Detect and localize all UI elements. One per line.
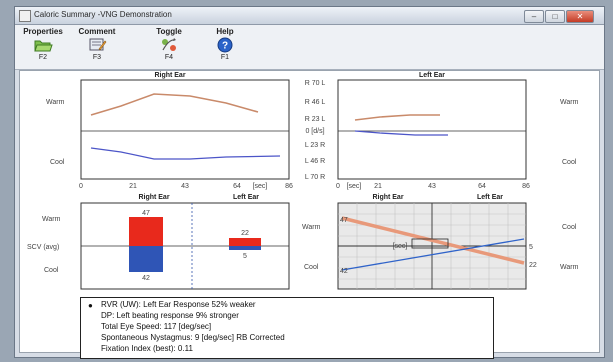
bar-right-warm — [129, 217, 163, 246]
summary-line-rvr: RVR (UW): Left Ear Response 52% weaker — [101, 300, 256, 309]
bar-left-title: Left Ear — [233, 194, 259, 201]
slope-right-tick-43: 43 — [181, 183, 189, 190]
center-label-zero: 0 [d/s] — [305, 128, 324, 135]
close-button[interactable]: ✕ — [566, 10, 594, 23]
butterfly-right-value-bottom: 22 — [529, 262, 537, 269]
slope-left-tick-64: 64 — [478, 183, 486, 190]
butterfly-left-value-bottom: 42 — [340, 268, 348, 275]
center-label-l23: L 23 R — [305, 142, 325, 149]
slope-left-tick-43: 43 — [428, 183, 436, 190]
help-icon: ? — [217, 37, 233, 53]
comment-key: F3 — [92, 54, 102, 61]
bar-cool-label: Cool — [44, 267, 59, 274]
bar-left-warm — [229, 238, 261, 246]
help-button[interactable]: Help ? F1 — [199, 27, 251, 61]
butterfly-right-value-top: 5 — [529, 244, 533, 251]
center-label-r70: R 70 L — [305, 80, 326, 87]
butterfly-left-warm-label: Warm — [302, 224, 321, 231]
butterfly-right-cool-label: Cool — [562, 224, 577, 231]
butterfly-left-value-top: 47 — [340, 217, 348, 224]
slope-right-warm-label: Warm — [46, 99, 65, 106]
help-label: Help — [216, 27, 234, 36]
properties-button[interactable]: Properties F2 — [17, 27, 69, 61]
bar-right-cool — [129, 246, 163, 272]
minimize-button[interactable]: – — [524, 10, 544, 23]
center-label-l46: L 46 R — [305, 158, 325, 165]
bar-warm-label: Warm — [42, 216, 61, 223]
slope-right-tick-sec: [sec] — [253, 183, 268, 190]
slope-right-tick-64: 64 — [233, 183, 241, 190]
bar-right-cool-value: 42 — [142, 275, 150, 282]
caloric-content-area: Right Ear Warm Cool 0 21 43 64 [sec] 86 … — [19, 70, 600, 359]
toggle-label: Toggle — [156, 27, 182, 36]
toolbar: Properties F2 Comment F3 Toggle — [15, 25, 604, 70]
butterfly-right-title: Right Ear — [372, 194, 403, 201]
slope-right-cool-label: Cool — [50, 159, 65, 166]
butterfly-left-cool-label: Cool — [304, 264, 319, 271]
svg-text:?: ? — [222, 41, 228, 52]
summary-line-dp: DP: Left beating response 9% stronger — [101, 311, 239, 320]
butterfly-left-title: Left Ear — [477, 194, 503, 201]
slope-left-tick-86: 86 — [522, 183, 530, 190]
slope-right-tick-0: 0 — [79, 183, 83, 190]
center-label-r23: R 23 L — [305, 116, 326, 123]
comment-label: Comment — [78, 27, 116, 36]
butterfly-center-box — [411, 238, 449, 249]
title-bar[interactable]: Caloric Summary -VNG Demonstration – □ ✕ — [15, 7, 604, 25]
summary-line-spontaneous: Spontaneous Nystagmus: 9 [deg/sec] RB Co… — [101, 333, 285, 342]
bar-left-cool-value: 5 — [243, 253, 247, 260]
slope-right-cool-curve — [90, 147, 281, 160]
comment-icon — [89, 38, 107, 51]
slope-left-title: Left Ear — [419, 72, 445, 79]
folder-icon — [34, 40, 53, 52]
slope-left-chart — [337, 79, 527, 180]
toggle-button[interactable]: Toggle F4 — [143, 27, 195, 61]
bar-right-title: Right Ear — [138, 194, 169, 201]
slope-left-tick-0: 0 — [336, 183, 340, 190]
bar-right-warm-value: 47 — [142, 210, 150, 217]
slope-left-tick-sec: [sec] — [347, 183, 362, 190]
butterfly-right-warm-label: Warm — [560, 264, 579, 271]
butterfly-warm-line — [341, 216, 525, 265]
toggle-icon — [162, 38, 176, 51]
bar-left-cool — [229, 246, 261, 250]
slope-right-tick-21: 21 — [129, 183, 137, 190]
summary-bullet-icon: ● — [88, 301, 93, 310]
window-title: Caloric Summary -VNG Demonstration — [34, 10, 172, 19]
slope-left-warm-label: Warm — [560, 99, 579, 106]
bar-scv-label: SCV (avg) — [27, 244, 59, 251]
slope-left-cool-curve — [354, 130, 448, 136]
results-summary-box: ● RVR (UW): Left Ear Response 52% weaker… — [80, 297, 494, 359]
slope-right-warm-curve — [90, 93, 259, 116]
toggle-key: F4 — [164, 54, 174, 61]
slope-right-tick-86: 86 — [285, 183, 293, 190]
maximize-button[interactable]: □ — [545, 10, 565, 23]
app-icon — [19, 10, 31, 22]
slope-right-title: Right Ear — [154, 72, 185, 79]
slope-left-tick-21: 21 — [374, 183, 382, 190]
butterfly-cool-line — [341, 238, 525, 271]
slope-left-cool-label: Cool — [562, 159, 577, 166]
slope-right-chart — [80, 79, 290, 180]
bar-left-warm-value: 22 — [241, 230, 249, 237]
summary-line-total-speed: Total Eye Speed: 117 [deg/sec] — [101, 322, 212, 331]
properties-label: Properties — [23, 27, 63, 36]
help-key: F1 — [220, 54, 230, 61]
center-label-l70: L 70 R — [305, 174, 325, 181]
comment-button[interactable]: Comment F3 — [71, 27, 123, 61]
summary-line-fixation: Fixation Index (best): 0.11 — [101, 344, 193, 353]
butterfly-center-label: [sec] — [393, 243, 408, 250]
center-label-r46: R 46 L — [305, 99, 326, 106]
caloric-summary-window: Caloric Summary -VNG Demonstration – □ ✕… — [14, 6, 605, 359]
properties-key: F2 — [38, 54, 48, 61]
slope-left-warm-curve — [354, 114, 440, 121]
